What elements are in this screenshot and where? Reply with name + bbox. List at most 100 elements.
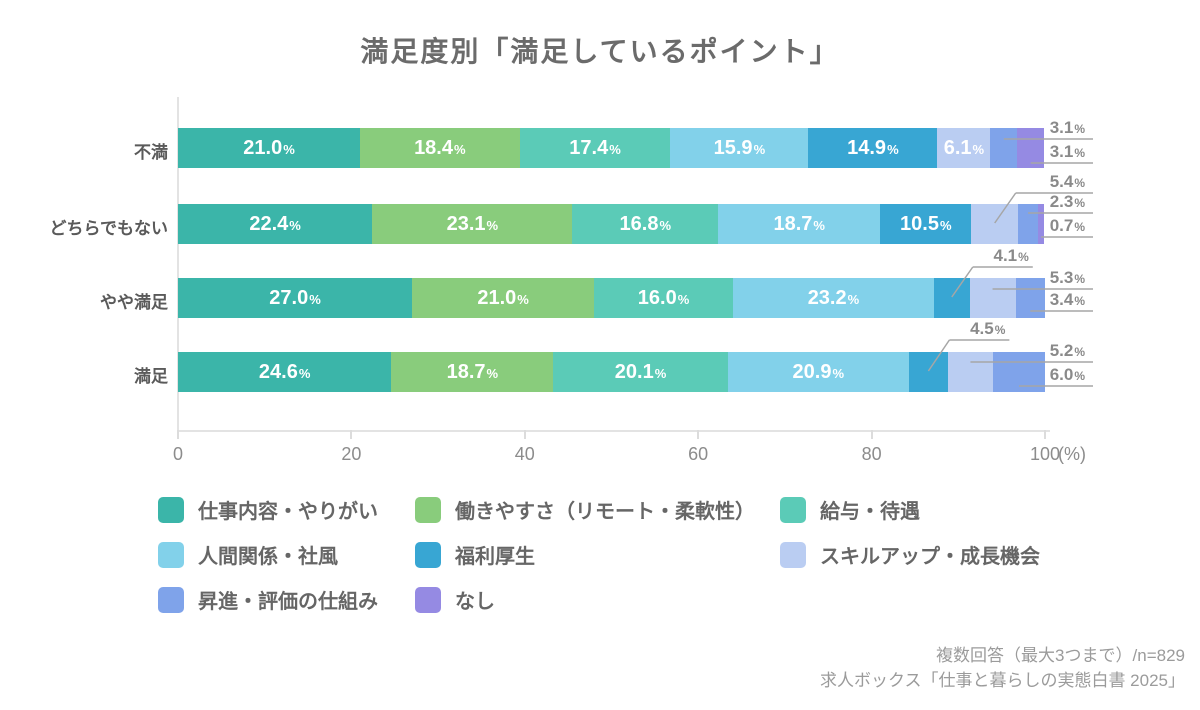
x-axis-tick-label: 60 xyxy=(688,444,709,464)
legend-label: 昇進・評価の仕組み xyxy=(198,591,378,613)
category-label: 不満 xyxy=(134,143,168,162)
bar-segment xyxy=(969,278,1016,318)
bar-segment xyxy=(178,278,413,318)
bar-segment xyxy=(727,352,909,392)
x-axis-tick xyxy=(523,430,526,439)
bar-segment xyxy=(937,128,991,168)
segment-value-label: 15.9% xyxy=(713,137,766,159)
bar-segment xyxy=(934,278,970,318)
footnote-note: 複数回答（最大3つまで）/n=829 xyxy=(936,646,1185,665)
x-axis-tick-label: 40 xyxy=(514,444,535,464)
segment-value-label: 21.0% xyxy=(243,137,295,159)
category-label: 満足 xyxy=(134,367,168,386)
segment-value-label: 20.1% xyxy=(614,361,667,383)
callout-label: 5.3% xyxy=(1049,268,1085,287)
segment-value-label: 17.4% xyxy=(569,137,621,159)
legend-label: 人間関係・社風 xyxy=(198,546,338,568)
callout-label: 4.5% xyxy=(970,319,1006,338)
segment-value-label: 24.6% xyxy=(258,361,311,383)
bar-segment xyxy=(412,278,595,318)
callout-label: 0.7% xyxy=(1049,216,1085,235)
segment-value-label: 21.0% xyxy=(477,287,529,309)
legend-item: 給与・待遇 xyxy=(780,495,1138,524)
bar-segment xyxy=(880,204,972,244)
x-axis-tick xyxy=(697,430,700,439)
bar-segment xyxy=(1018,204,1039,244)
callout-label: 5.4% xyxy=(1049,172,1085,191)
legend-item: スキルアップ・成長機会 xyxy=(780,540,1138,569)
legend-item: 人間関係・社風 xyxy=(158,540,415,569)
legend-swatch xyxy=(158,586,184,613)
bar-segment xyxy=(947,352,993,392)
callout-label: 3.1% xyxy=(1049,142,1085,161)
bar-segment xyxy=(360,128,520,168)
bar-segment xyxy=(391,352,554,392)
bar-segment xyxy=(718,204,881,244)
bar-segment xyxy=(178,204,373,244)
x-axis-line xyxy=(177,430,1050,432)
bar-segment xyxy=(971,204,1019,244)
callout-label: 5.2% xyxy=(1049,341,1085,360)
bar-segment xyxy=(553,352,728,392)
x-axis-tick-label: 0 xyxy=(172,444,183,464)
bar-segment xyxy=(519,128,671,168)
legend-label: スキルアップ・成長機会 xyxy=(820,546,1040,568)
legend-label: 仕事内容・やりがい xyxy=(198,501,378,523)
bar-segment xyxy=(670,128,809,168)
footnote-source: 求人ボックス「仕事と暮らしの実態白書 2025」 xyxy=(819,671,1185,690)
legend-swatch xyxy=(415,496,441,523)
segment-value-label: 16.8% xyxy=(619,213,672,235)
legend-item: 仕事内容・やりがい xyxy=(158,495,415,524)
legend-swatch xyxy=(158,541,184,568)
legend-item: 働きやすさ（リモート・柔軟性） xyxy=(415,495,780,524)
y-axis-line xyxy=(177,97,179,432)
legend-label: なし xyxy=(455,591,495,613)
legend-label: 働きやすさ（リモート・柔軟性） xyxy=(455,501,755,523)
segment-value-label: 16.0% xyxy=(637,287,690,309)
category-label: どちらでもない xyxy=(49,219,169,238)
legend-swatch xyxy=(780,541,806,568)
callout-label: 4.1% xyxy=(993,246,1029,265)
segment-value-label: 27.0% xyxy=(269,287,321,309)
legend-label: 福利厚生 xyxy=(455,546,535,568)
x-axis-tick-label: 20 xyxy=(341,444,362,464)
x-axis-tick-label: 100 xyxy=(1029,444,1061,464)
segment-value-label: 6.1% xyxy=(943,137,985,159)
category-label: やや満足 xyxy=(100,293,168,312)
legend-item: 福利厚生 xyxy=(415,540,780,569)
legend-label: 給与・待遇 xyxy=(820,501,920,523)
callout-label: 3.4% xyxy=(1049,290,1085,309)
bar-segment xyxy=(992,352,1045,392)
segment-value-label: 23.2% xyxy=(807,287,860,309)
legend: 仕事内容・やりがい 働きやすさ（リモート・柔軟性） 給与・待遇人間関係・社風 福利厚生… xyxy=(158,487,1138,622)
segment-value-label: 18.7% xyxy=(773,213,825,235)
legend-item: 昇進・評価の仕組み xyxy=(158,585,415,614)
x-axis-tick xyxy=(177,430,179,439)
bar-segment xyxy=(178,352,392,392)
legend-swatch xyxy=(780,496,806,523)
callout-label: 2.3% xyxy=(1049,192,1085,211)
bar-segment xyxy=(808,128,938,168)
x-axis-unit-label: (%) xyxy=(1058,444,1086,464)
segment-value-label: 18.7% xyxy=(446,361,499,383)
x-axis-tick xyxy=(350,430,353,439)
legend-swatch xyxy=(415,586,441,613)
bar-segment xyxy=(372,204,573,244)
x-axis-tick xyxy=(1044,430,1046,439)
segment-value-label: 23.1% xyxy=(446,213,499,235)
legend-item: なし xyxy=(415,585,780,614)
bar-segment xyxy=(1015,278,1045,318)
x-axis-tick xyxy=(870,430,873,439)
bar-segment xyxy=(178,128,361,168)
bar-segment xyxy=(594,278,733,318)
bar-segment xyxy=(990,128,1018,168)
legend-swatch xyxy=(415,541,441,568)
bar-segment xyxy=(908,352,948,392)
callout-label: 3.1% xyxy=(1049,118,1085,137)
bar-segment xyxy=(1038,204,1045,244)
bar-segment xyxy=(1017,128,1045,168)
callout-label: 6.0% xyxy=(1049,365,1085,384)
bar-segment xyxy=(572,204,719,244)
chart-title: 満足度別「満足しているポイント」 xyxy=(360,36,840,67)
